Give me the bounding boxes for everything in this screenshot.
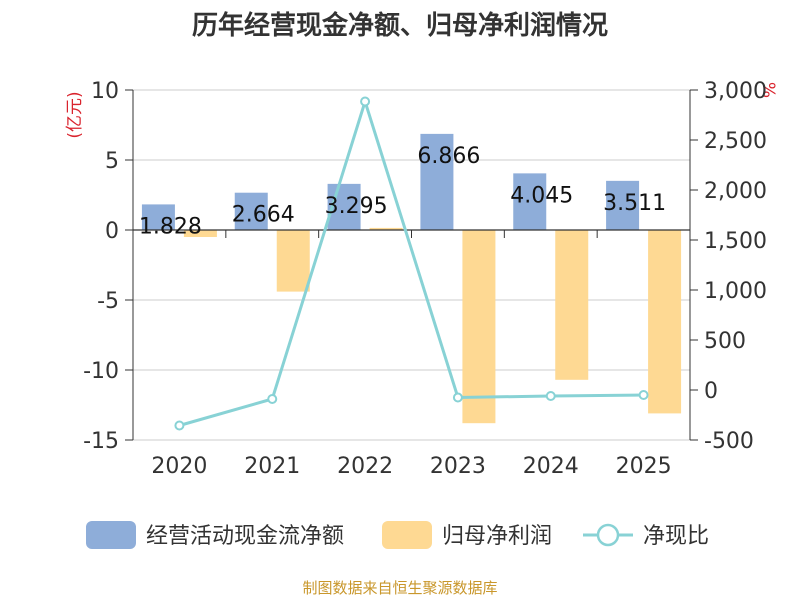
axes: 10 5 0 -5 -10 -15 3,000 2,500 2,000 1,500 1,000 500… (83, 79, 767, 479)
x-tick-label: 2024 (523, 454, 579, 479)
left-tick-label: 5 (105, 149, 119, 174)
bar-归母净利润-2025 (648, 230, 682, 414)
data-label: 2.664 (232, 203, 295, 228)
right-axis-unit: % (758, 82, 778, 98)
point-净现比-2023 (452, 392, 463, 403)
bar-经营活动现金流净额-2024 (513, 173, 547, 230)
bar-经营活动现金流净额-2021 (234, 192, 268, 230)
left-tick-label: -15 (83, 429, 119, 454)
bar-归母净利润-2023 (462, 230, 496, 424)
left-tick-label: -5 (97, 289, 119, 314)
right-tick-label: 1,000 (704, 279, 767, 304)
right-tick-label: -500 (704, 429, 754, 454)
data-label: 4.045 (510, 183, 573, 208)
left-axis-unit: (亿元) (65, 91, 85, 138)
line-series-group (174, 96, 649, 431)
point-净现比-2021 (267, 394, 278, 404)
line-净现比 (179, 96, 644, 427)
bar-经营活动现金流净额-2025 (606, 180, 640, 230)
bar-series-group (141, 133, 682, 424)
point-净现比-2024 (545, 391, 556, 401)
legend-marker-净现比 (596, 523, 620, 547)
right-tick-label: 3,000 (704, 79, 767, 104)
legend-swatch-归母净利润 (382, 521, 432, 549)
point-净现比-2020 (174, 420, 185, 431)
bar-归母净利润-2020 (183, 230, 217, 237)
right-tick-label: 0 (704, 379, 718, 404)
grid-lines (133, 89, 690, 441)
data-label: 1.828 (139, 214, 202, 239)
legend-item-归母净利润[interactable]: 归母净利润 (382, 521, 552, 549)
x-tick-label: 2020 (151, 454, 207, 479)
bar-归母净利润-2022 (369, 227, 403, 230)
legend-item-经营活动现金流净额[interactable]: 经营活动现金流净额 (86, 521, 344, 549)
x-tick-label: 2023 (430, 454, 486, 479)
bar-经营活动现金流净额-2020 (141, 204, 175, 230)
point-净现比-2022 (360, 96, 371, 107)
right-tick-label: 500 (704, 329, 746, 354)
right-tick-label: 2,000 (704, 179, 767, 204)
data-label: 3.511 (603, 191, 666, 216)
right-tick-label: 1,500 (704, 229, 767, 254)
legend-item-净现比[interactable]: 净现比 (583, 523, 709, 549)
legend-swatch-经营活动现金流净额 (86, 521, 136, 549)
right-tick-label: 2,500 (704, 129, 767, 154)
bar-归母净利润-2021 (276, 230, 310, 292)
bar-经营活动现金流净额-2023 (420, 133, 454, 230)
chart-title: 历年经营现金净额、归母净利润情况 (192, 10, 608, 41)
data-label: 6.866 (417, 144, 480, 169)
legend-label: 经营活动现金流净额 (146, 524, 344, 549)
left-tick-label: -10 (83, 359, 119, 384)
legend-label: 归母净利润 (442, 524, 552, 549)
x-tick-label: 2022 (337, 454, 393, 479)
x-tick-label: 2025 (616, 454, 672, 479)
legend-label: 净现比 (643, 524, 709, 549)
legend[interactable]: 经营活动现金流净额 归母净利润 净现比 (86, 521, 709, 549)
left-tick-label: 10 (91, 79, 119, 104)
data-label: 3.295 (325, 194, 388, 219)
source-note: 制图数据来自恒生聚源数据库 (302, 579, 497, 597)
point-净现比-2025 (638, 390, 649, 400)
bar-归母净利润-2024 (555, 230, 589, 380)
data-labels: 1.828 2.664 3.295 6.866 4.045 3.511 (139, 144, 666, 240)
left-tick-label: 0 (105, 219, 119, 244)
x-tick-label: 2021 (244, 454, 300, 479)
